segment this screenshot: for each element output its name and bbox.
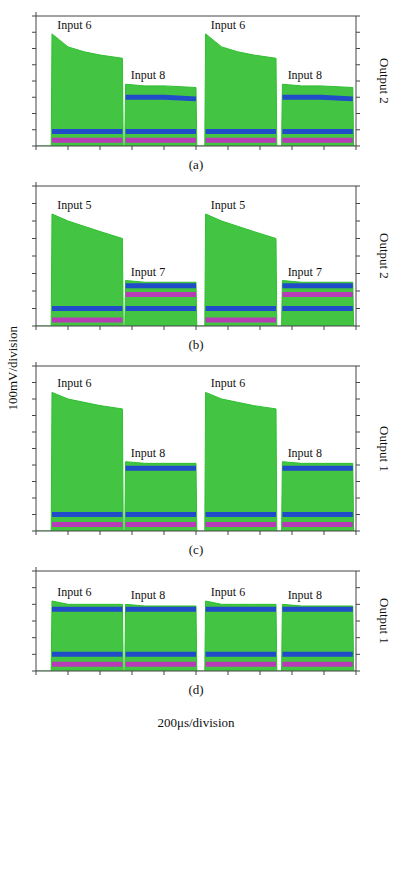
svg-text:Input 6: Input 6 bbox=[211, 585, 245, 599]
svg-text:Input 8: Input 8 bbox=[288, 588, 322, 602]
svg-text:Input 5: Input 5 bbox=[211, 198, 245, 212]
html-text:(a): (a) bbox=[188, 157, 204, 172]
svg-text:Input 8: Input 8 bbox=[288, 68, 322, 82]
svg-text:Input 6: Input 6 bbox=[57, 18, 91, 32]
html-text:200μs/division: 200μs/division bbox=[157, 715, 235, 730]
svg-text:Input 6: Input 6 bbox=[57, 585, 91, 599]
svg-text:Input 5: Input 5 bbox=[57, 198, 91, 212]
html-text:Output 1: Output 1 bbox=[377, 598, 392, 644]
html-text:100mV/division: 100mV/division bbox=[5, 326, 20, 411]
svg-text:Input 7: Input 7 bbox=[131, 265, 165, 279]
html-text:Output 1: Output 1 bbox=[377, 425, 392, 472]
svg-text:Input 8: Input 8 bbox=[131, 446, 165, 460]
svg-text:Input 6: Input 6 bbox=[57, 376, 91, 390]
html-text:(d): (d) bbox=[188, 682, 204, 697]
html-text:(c): (c) bbox=[188, 542, 204, 557]
html-text:(b): (b) bbox=[188, 337, 204, 352]
svg-text:Input 7: Input 7 bbox=[288, 265, 322, 279]
svg-text:Input 8: Input 8 bbox=[131, 68, 165, 82]
html-text:Output 2: Output 2 bbox=[377, 58, 392, 104]
svg-text:Input 8: Input 8 bbox=[131, 588, 165, 602]
svg-text:Input 8: Input 8 bbox=[288, 446, 322, 460]
html-text:Output 2: Output 2 bbox=[377, 233, 392, 279]
svg-text:Input 6: Input 6 bbox=[211, 18, 245, 32]
svg-text:Input 6: Input 6 bbox=[211, 376, 245, 390]
